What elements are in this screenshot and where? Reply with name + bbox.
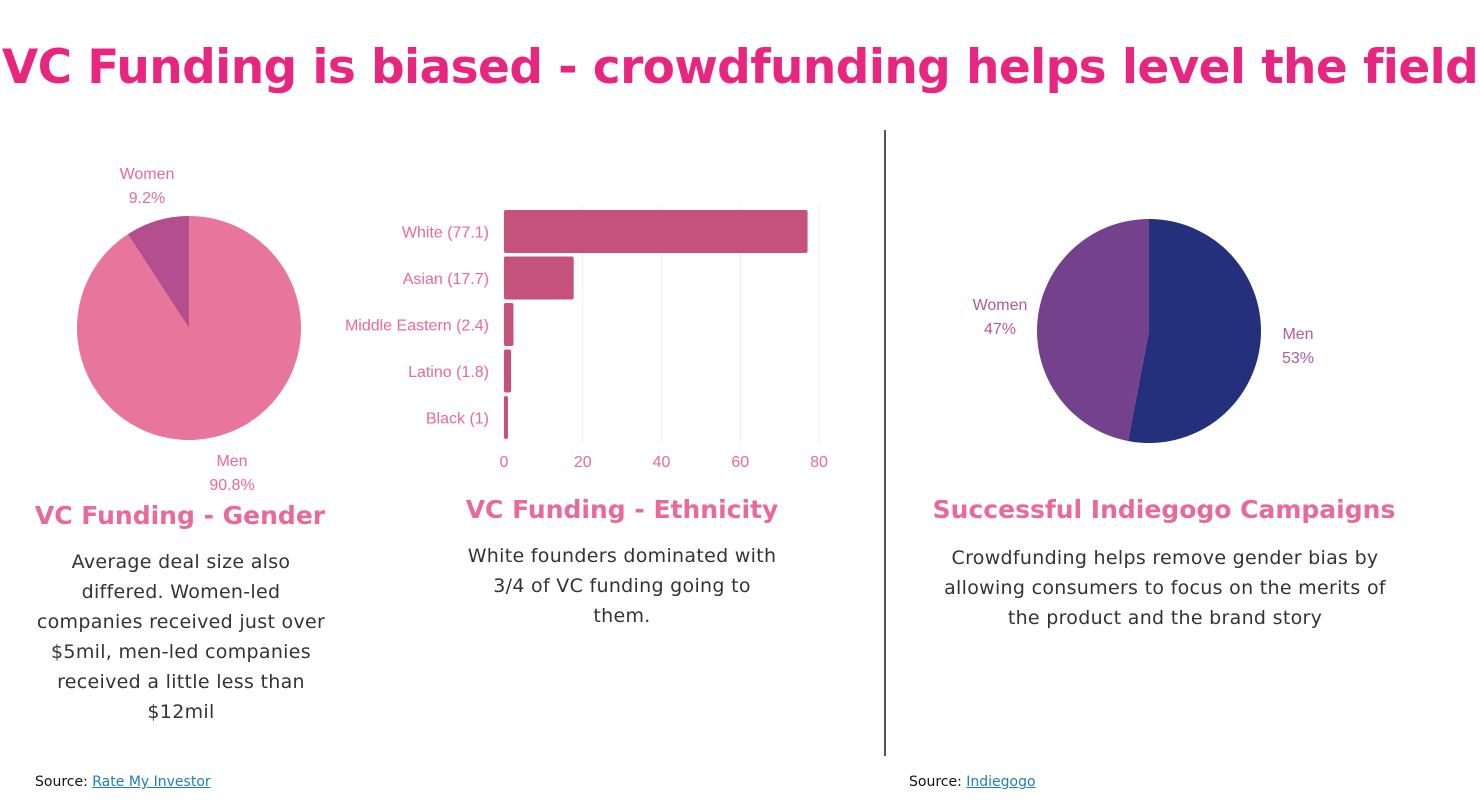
source-prefix: Source: (35, 774, 93, 790)
bar-tick-label: 80 (810, 454, 828, 471)
pie-value-men: 53% (1282, 350, 1314, 367)
bar-tick-labels: 0 20 40 60 80 (500, 454, 828, 471)
gender-heading: VC Funding - Gender (34, 501, 326, 530)
bar-category-labels: White (77.1) Asian (17.7) Middle Eastern (… (345, 225, 489, 428)
indiegogo-heading: Successful Indiegogo Campaigns (932, 495, 1396, 524)
bar-tick-label: 40 (653, 454, 671, 471)
pie-slice-women (1037, 219, 1149, 442)
bar-category-label: Black (1) (426, 411, 489, 428)
bar (504, 396, 508, 439)
bar-category-label: White (77.1) (402, 225, 489, 242)
pie-slice-men (1128, 219, 1262, 443)
indiegogo-pie-chart: Women 47% Men 53% (973, 219, 1314, 443)
pie-value-women: 9.2% (129, 190, 165, 207)
gender-description: Average deal size also differed. Women-l… (36, 551, 326, 723)
section-divider (884, 130, 886, 756)
bar-series (504, 210, 808, 439)
page-title: VC Funding is biased - crowdfunding help… (1, 40, 1479, 95)
bar (504, 256, 574, 300)
bar (504, 210, 808, 253)
bar (504, 349, 512, 393)
bar-category-label: Latino (1.8) (408, 364, 489, 381)
source-left: Source: Rate My Investor (35, 774, 211, 790)
pie-label-women: Women (120, 166, 175, 183)
bar-category-label: Asian (17.7) (403, 271, 489, 288)
bar-tick-label: 0 (500, 454, 509, 471)
pie-label-women: Women (973, 297, 1028, 314)
source-right: Source: Indiegogo (909, 774, 1036, 790)
source-prefix: Source: (909, 774, 967, 790)
source-link-rate-my-investor[interactable]: Rate My Investor (92, 774, 211, 790)
ethnicity-bar-chart: White (77.1) Asian (17.7) Middle Eastern (… (345, 206, 828, 471)
indiegogo-description: Crowdfunding helps remove gender bias by… (944, 547, 1386, 629)
bar-tick-label: 60 (731, 454, 749, 471)
pie-value-women: 47% (984, 321, 1016, 338)
pie-value-men: 90.8% (209, 477, 254, 494)
ethnicity-description: White founders dominated with 3/4 of VC … (467, 545, 777, 627)
pie-label-men: Men (216, 453, 247, 470)
pie-slice-women (127, 216, 189, 328)
bar-category-label: Middle Eastern (2.4) (345, 318, 489, 335)
bar-tick-label: 20 (574, 454, 592, 471)
pie-label-men: Men (1282, 326, 1313, 343)
source-link-indiegogo[interactable]: Indiegogo (966, 774, 1036, 790)
gender-pie-chart: Women 9.2% Men 90.8% (76, 166, 301, 494)
ethnicity-heading: VC Funding - Ethnicity (465, 495, 779, 524)
bar (504, 303, 514, 346)
